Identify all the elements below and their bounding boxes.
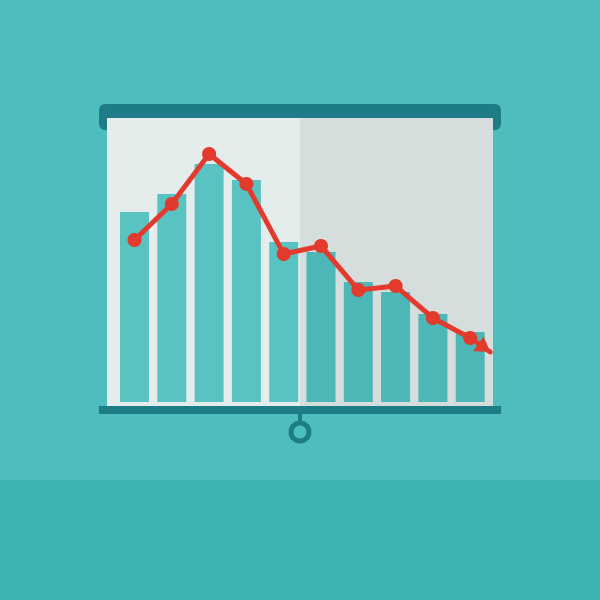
trend-point — [128, 233, 142, 247]
chart-bar — [195, 164, 224, 402]
screen-bottom-bar — [99, 406, 501, 414]
trend-point — [351, 283, 365, 297]
trend-point — [277, 247, 291, 261]
infographic-stage — [0, 0, 600, 600]
trend-point — [165, 197, 179, 211]
trend-point — [463, 331, 477, 345]
chart-bar — [344, 282, 373, 402]
chart-bar — [307, 252, 336, 402]
floor-panel — [0, 480, 600, 600]
chart-bar — [157, 194, 186, 402]
trend-point — [389, 279, 403, 293]
trend-point — [239, 177, 253, 191]
chart-bar — [418, 314, 447, 402]
chart-bar — [381, 292, 410, 402]
trend-point — [426, 311, 440, 325]
trend-point — [202, 147, 216, 161]
trend-point — [314, 239, 328, 253]
chart-bar — [269, 242, 298, 402]
chart-svg — [0, 0, 600, 600]
chart-bar — [232, 180, 261, 402]
